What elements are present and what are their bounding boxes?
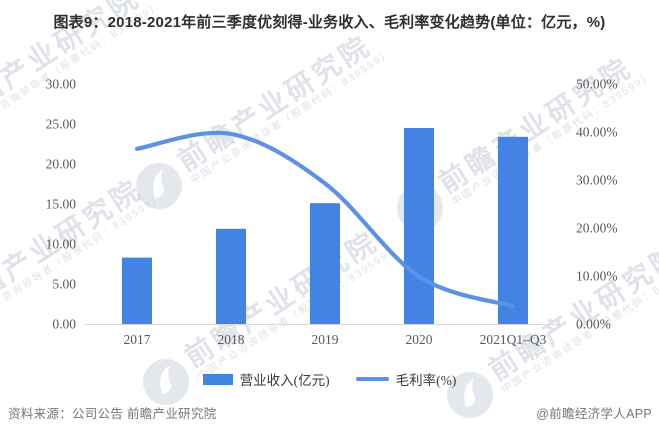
left-axis-tick: 20.00: [46, 157, 77, 172]
right-axis-tick: 20.00%: [576, 221, 618, 236]
legend-label-margin: 毛利率(%): [395, 373, 457, 388]
left-axis-tick: 0.00: [52, 317, 76, 332]
bar-swatch-icon: [202, 373, 233, 385]
chart-plot: 0.00 5.00 10.00 15.00 20.00 25.00 30.00 0.00% 10…: [46, 77, 618, 348]
chart-title: 图表9：2018-2021年前三季度优刻得-业务收入、毛利率变化趋势(单位：亿元…: [53, 14, 606, 31]
credit-note: @前瞻经济学人APP: [536, 407, 652, 421]
line-swatch-icon: [355, 377, 389, 381]
left-axis-tick: 15.00: [46, 197, 77, 212]
x-axis-label: 2018: [218, 332, 245, 347]
chart-legend: 营业收入(亿元) 毛利率(%): [0, 369, 659, 389]
left-axis-tick: 25.00: [46, 117, 77, 132]
legend-item-revenue: 营业收入(亿元): [202, 369, 330, 389]
chart-footer: 资料来源：公司公告 前瞻产业研究院 @前瞻经济学人APP: [8, 403, 652, 422]
revenue-bar: [310, 203, 340, 324]
legend-item-margin: 毛利率(%): [355, 369, 457, 389]
x-axis-label: 2019: [312, 332, 339, 347]
source-note: 资料来源：公司公告 前瞻产业研究院: [8, 407, 217, 421]
right-axis-tick: 10.00%: [576, 269, 618, 284]
x-axis-label: 2017: [124, 332, 151, 347]
legend-label-revenue: 营业收入(亿元): [239, 373, 330, 388]
x-axis-label: 2021Q1–Q3: [480, 332, 547, 347]
right-axis-tick: 50.00%: [576, 77, 618, 92]
right-axis-tick: 40.00%: [576, 125, 618, 140]
margin-line: [134, 130, 516, 309]
left-axis-tick: 10.00: [46, 237, 77, 252]
revenue-bar: [404, 128, 434, 324]
x-axis-label: 2020: [406, 332, 433, 347]
right-axis-tick: 30.00%: [576, 173, 618, 188]
revenue-bar: [498, 136, 528, 324]
revenue-bar: [216, 228, 246, 324]
revenue-bar: [122, 257, 152, 324]
left-axis-tick: 30.00: [46, 77, 77, 92]
right-axis-tick: 0.00%: [576, 317, 611, 332]
left-axis-tick: 5.00: [52, 277, 76, 292]
